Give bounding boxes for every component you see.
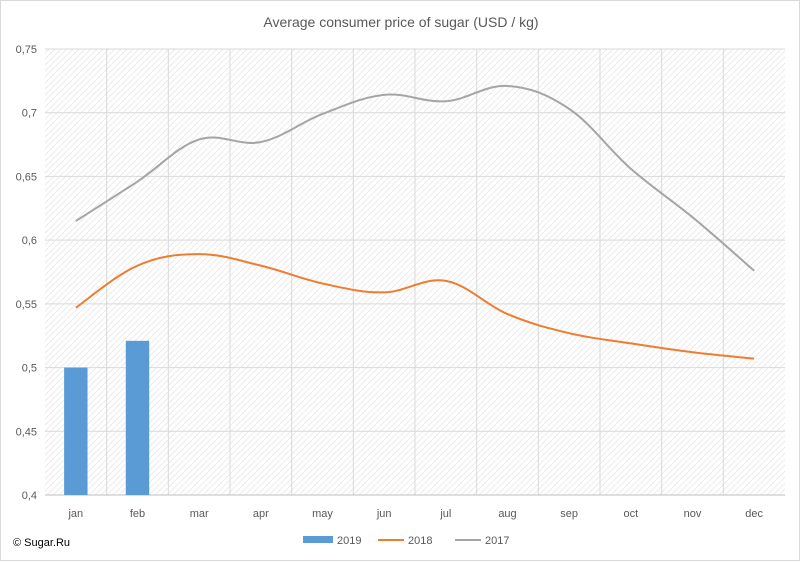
- legend-swatch-2019: [303, 536, 333, 543]
- x-tick-label: jun: [376, 508, 392, 520]
- legend: 2019 2018 2017: [303, 535, 509, 547]
- x-axis-ticks: jan feb mar apr may jun jul aug sep oct nov dec: [67, 508, 763, 520]
- y-tick-label: 0,45: [16, 426, 37, 438]
- legend-label-2019: 2019: [337, 535, 361, 547]
- bar-2019-feb: [125, 340, 150, 495]
- y-tick-label: 0,4: [22, 490, 37, 502]
- x-tick-label: sep: [560, 508, 578, 520]
- x-tick-label: aug: [498, 508, 516, 520]
- legend-label-2017: 2017: [485, 535, 509, 547]
- chart-title: Average consumer price of sugar (USD / k…: [263, 14, 538, 30]
- x-tick-label: dec: [745, 508, 763, 520]
- line-2018: [75, 253, 755, 360]
- line-series: [75, 84, 755, 360]
- x-tick-label: may: [312, 508, 333, 520]
- bars-2019: [64, 340, 150, 495]
- x-tick-label: feb: [130, 508, 145, 520]
- x-tick-label: nov: [684, 508, 702, 520]
- y-tick-label: 0,7: [22, 108, 37, 120]
- x-tick-label: mar: [190, 508, 209, 520]
- gridlines: [45, 48, 785, 496]
- bar-2019-jan: [64, 367, 88, 495]
- x-tick-label: jan: [67, 508, 83, 520]
- y-tick-label: 0,5: [22, 363, 37, 375]
- y-tick-label: 0,55: [16, 299, 37, 311]
- line-2017: [75, 84, 755, 272]
- y-tick-label: 0,6: [22, 235, 37, 247]
- x-tick-label: oct: [623, 508, 638, 520]
- x-tick-label: jul: [439, 508, 451, 520]
- legend-label-2018: 2018: [408, 535, 432, 547]
- y-tick-label: 0,75: [16, 44, 37, 56]
- copyright-text: © Sugar.Ru: [13, 537, 70, 549]
- y-tick-label: 0,65: [16, 171, 37, 183]
- y-axis-ticks: 0,4 0,45 0,5 0,55 0,6 0,65 0,7 0,75: [16, 44, 37, 502]
- x-tick-label: apr: [253, 508, 269, 520]
